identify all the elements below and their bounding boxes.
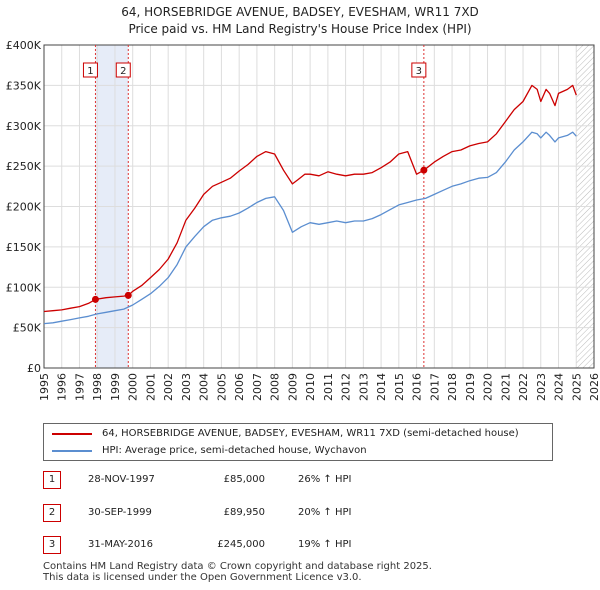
x-tick-label: 2015 (393, 373, 406, 401)
series-line-property (43, 84, 577, 313)
x-tick-label: 2010 (304, 373, 317, 401)
transaction-number-badge: 3 (43, 536, 61, 554)
footer-licence: This data is licensed under the Open Gov… (43, 572, 362, 583)
x-tick-label: 1998 (91, 373, 104, 401)
legend-swatch-property (52, 433, 92, 435)
legend-label-hpi: HPI: Average price, semi-detached house,… (102, 445, 367, 456)
transaction-price: £85,000 (223, 474, 265, 485)
table-row: 3 31-MAY-2016 £245,000 19% ↑ HPI (43, 535, 563, 555)
x-tick-label: 2021 (499, 373, 512, 401)
legend-item-property: 64, HORSEBRIDGE AVENUE, BADSEY, EVESHAM,… (52, 426, 519, 442)
table-row: 1 28-NOV-1997 £85,000 26% ↑ HPI (43, 470, 563, 490)
transaction-number-badge: 1 (43, 471, 61, 489)
x-tick-label: 2003 (180, 373, 193, 401)
legend-swatch-hpi (52, 450, 92, 452)
x-tick-label: 2006 (233, 373, 246, 401)
marker-3-label: 3 (416, 66, 422, 77)
x-tick-label: 2011 (322, 373, 335, 401)
y-tick-label: £250K (6, 160, 42, 173)
transaction-hpi-diff: 26% ↑ HPI (298, 474, 352, 485)
x-tick-label: 2019 (464, 373, 477, 401)
marker-2-point (124, 291, 132, 299)
price-chart: 1 2 3 £0 £50K £100K £150K £200K £250K £300K £350K £… (6, 39, 600, 401)
marker-1-badge (82, 62, 98, 78)
x-tick-label: 2012 (340, 373, 353, 401)
x-tick-label: 2014 (375, 373, 388, 401)
x-tick-label: 2013 (357, 373, 370, 401)
y-tick-label: £200K (6, 201, 42, 214)
x-tick-label: 2002 (162, 373, 175, 401)
x-tick-label: 2023 (535, 373, 548, 401)
x-tick-label: 2000 (127, 373, 140, 401)
x-tick-label: 2017 (428, 373, 441, 401)
x-tick-label: 1996 (56, 373, 69, 401)
y-tick-label: £300K (6, 120, 42, 133)
chart-title: 64, HORSEBRIDGE AVENUE, BADSEY, EVESHAM,… (121, 5, 479, 19)
attribution-footer: Contains HM Land Registry data © Crown c… (43, 561, 432, 583)
marker-2-label: 2 (120, 66, 126, 77)
chart-legend: 64, HORSEBRIDGE AVENUE, BADSEY, EVESHAM,… (43, 423, 553, 461)
x-tick-label: 2001 (144, 373, 157, 401)
x-tick-label: 2025 (570, 373, 583, 401)
x-tick-label: 1995 (38, 373, 51, 401)
x-tick-label: 2018 (446, 373, 459, 401)
legend-label-property: 64, HORSEBRIDGE AVENUE, BADSEY, EVESHAM,… (102, 428, 519, 439)
marker-3-point (420, 166, 428, 174)
table-row: 2 30-SEP-1999 £89,950 20% ↑ HPI (43, 503, 563, 523)
marker-1-point (91, 295, 99, 303)
y-tick-label: £0 (27, 362, 41, 375)
x-tick-label: 2016 (411, 373, 424, 401)
x-tick-label: 2004 (198, 373, 211, 401)
series-line-hpi (43, 131, 577, 325)
x-tick-label: 2007 (251, 373, 264, 401)
x-tick-label: 1999 (109, 373, 122, 401)
chart-title-block: 64, HORSEBRIDGE AVENUE, BADSEY, EVESHAM,… (0, 4, 600, 38)
y-tick-label: £150K (6, 241, 42, 254)
footer-copyright: Contains HM Land Registry data © Crown c… (43, 561, 432, 572)
y-tick-label: £50K (13, 322, 42, 335)
transaction-hpi-diff: 20% ↑ HPI (298, 507, 352, 518)
plot-frame (43, 44, 595, 369)
x-tick-label: 2020 (482, 373, 495, 401)
y-tick-label: £350K (6, 79, 42, 92)
x-tick-label: 2026 (588, 373, 600, 401)
transaction-date: 31-MAY-2016 (88, 539, 154, 550)
marker-3-badge (411, 62, 427, 78)
transaction-price: £245,000 (217, 539, 265, 550)
x-tick-label: 2005 (215, 373, 228, 401)
transaction-number-badge: 2 (43, 504, 61, 522)
marker-1-label: 1 (87, 66, 93, 77)
x-tick-label: 2008 (269, 373, 282, 401)
marker-2-badge (115, 62, 131, 78)
y-tick-label: £400K (6, 39, 42, 52)
transaction-hpi-diff: 19% ↑ HPI (298, 539, 352, 550)
chart-subtitle: Price paid vs. HM Land Registry's House … (128, 22, 472, 36)
transaction-price: £89,950 (223, 507, 265, 518)
legend-item-hpi: HPI: Average price, semi-detached house,… (52, 443, 367, 459)
x-tick-label: 2024 (553, 373, 566, 401)
x-tick-label: 2009 (286, 373, 299, 401)
y-tick-label: £100K (6, 281, 42, 294)
transaction-date: 28-NOV-1997 (88, 474, 155, 485)
x-tick-label: 1997 (73, 373, 86, 401)
x-tick-label: 2022 (517, 373, 530, 401)
transaction-date: 30-SEP-1999 (88, 507, 152, 518)
